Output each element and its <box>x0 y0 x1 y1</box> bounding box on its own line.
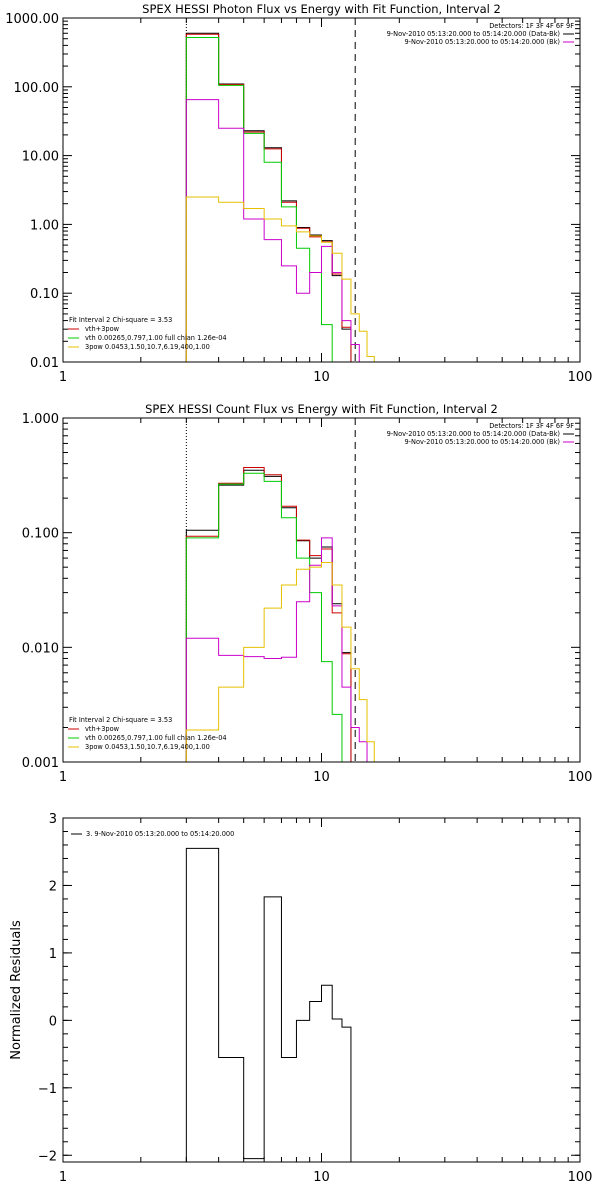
y-tick-label: −1 <box>38 1082 57 1097</box>
legend-bottom-text: Fit Interval 2 Chi-square = 3.53 <box>69 716 172 724</box>
y-tick-label: 10.00 <box>22 150 59 165</box>
chart-title: SPEX HESSI Count Flux vs Energy with Fit… <box>145 402 498 416</box>
plot-frame <box>62 17 581 363</box>
count-flux-panel: SPEX HESSI Count Flux vs Energy with Fit… <box>22 402 593 785</box>
y-tick-label: 0.010 <box>22 641 59 656</box>
legend-bottom-text: Fit Interval 2 Chi-square = 3.53 <box>69 316 172 324</box>
series-line-2 <box>185 472 352 762</box>
legend-bottom-text: 3pow 0.0453,1.50,10.7,6.19,400,1.00 <box>85 343 210 351</box>
series-line-1 <box>185 467 352 762</box>
x-tick-label: 10 <box>313 370 330 385</box>
series-line-0 <box>185 32 352 362</box>
data-series <box>185 32 375 362</box>
x-tick-label: 100 <box>568 770 593 785</box>
y-tick-label: 0.01 <box>30 356 59 371</box>
data-series <box>185 847 352 1162</box>
legend-top-text: Detectors: 1F 3F 4F 6F 9F <box>489 422 574 430</box>
legend-bottom-text: 3pow 0.0453,1.50,10.7,6.19,400,1.00 <box>85 743 210 751</box>
legend-bottom-text: vth 0.00265,0.797,1.00 full chian 1.26e-… <box>85 334 227 342</box>
x-tick-label: 10 <box>313 1170 330 1185</box>
legend-top-text: Detectors: 1F 3F 4F 6F 9F <box>489 22 574 30</box>
y-tick-label: 0.100 <box>22 527 59 542</box>
x-tick-label: 1 <box>59 1170 67 1185</box>
series-line-0 <box>185 469 352 762</box>
photon-flux-panel: SPEX HESSI Photon Flux vs Energy with Fi… <box>5 2 592 385</box>
y-tick-label: 0.10 <box>30 287 59 302</box>
x-tick-label: 100 <box>568 370 593 385</box>
legend-top-text: 9-Nov-2010 05:13:20.000 to 05:14:20.000 … <box>404 438 560 446</box>
series-line-3 <box>185 99 368 362</box>
y-tick-label: 1000.00 <box>5 12 59 27</box>
x-tick-label: 1 <box>59 370 67 385</box>
series-line-2 <box>185 37 343 362</box>
x-tick-label: 10 <box>313 770 330 785</box>
legend-top-text: 9-Nov-2010 05:13:20.000 to 05:14:20.000 … <box>404 38 560 46</box>
legend-top-text: 9-Nov-2010 05:13:20.000 to 05:14:20.000 … <box>387 30 560 38</box>
plot-frame <box>62 817 581 1163</box>
legend-bottom-text: vth 0.00265,0.797,1.00 full chian 1.26e-… <box>85 734 227 742</box>
y-tick-label: 100.00 <box>14 81 60 96</box>
x-tick-label: 1 <box>59 770 67 785</box>
y-tick-label: 1.00 <box>30 218 59 233</box>
series-line-4 <box>185 561 375 762</box>
y-tick-label: 0 <box>49 1014 57 1029</box>
legend-top-text: 3. 9-Nov-2010 05:13:20.000 to 05:14:20.0… <box>86 830 234 838</box>
x-tick-label: 100 <box>568 1170 593 1185</box>
series-line-4 <box>185 196 375 362</box>
legend-bottom-text: vth+3pow <box>85 725 120 733</box>
legend-bottom-text: vth+3pow <box>85 325 120 333</box>
chart-title: SPEX HESSI Photon Flux vs Energy with Fi… <box>142 2 501 16</box>
series-line-0 <box>185 847 352 1162</box>
series-line-1 <box>185 33 352 362</box>
y-tick-label: 0.001 <box>22 756 59 771</box>
y-tick-label: 2 <box>49 879 57 894</box>
y-tick-label: −2 <box>38 1149 57 1164</box>
data-series <box>185 467 375 762</box>
plot-frame <box>62 417 581 763</box>
y-tick-label: 1.000 <box>22 412 59 427</box>
y-tick-label: 1 <box>49 947 57 962</box>
y-tick-label: 3 <box>49 812 57 827</box>
legend-top-text: 9-Nov-2010 05:13:20.000 to 05:14:20.000 … <box>387 430 560 438</box>
y-axis-label: Normalized Residuals <box>9 920 24 1060</box>
